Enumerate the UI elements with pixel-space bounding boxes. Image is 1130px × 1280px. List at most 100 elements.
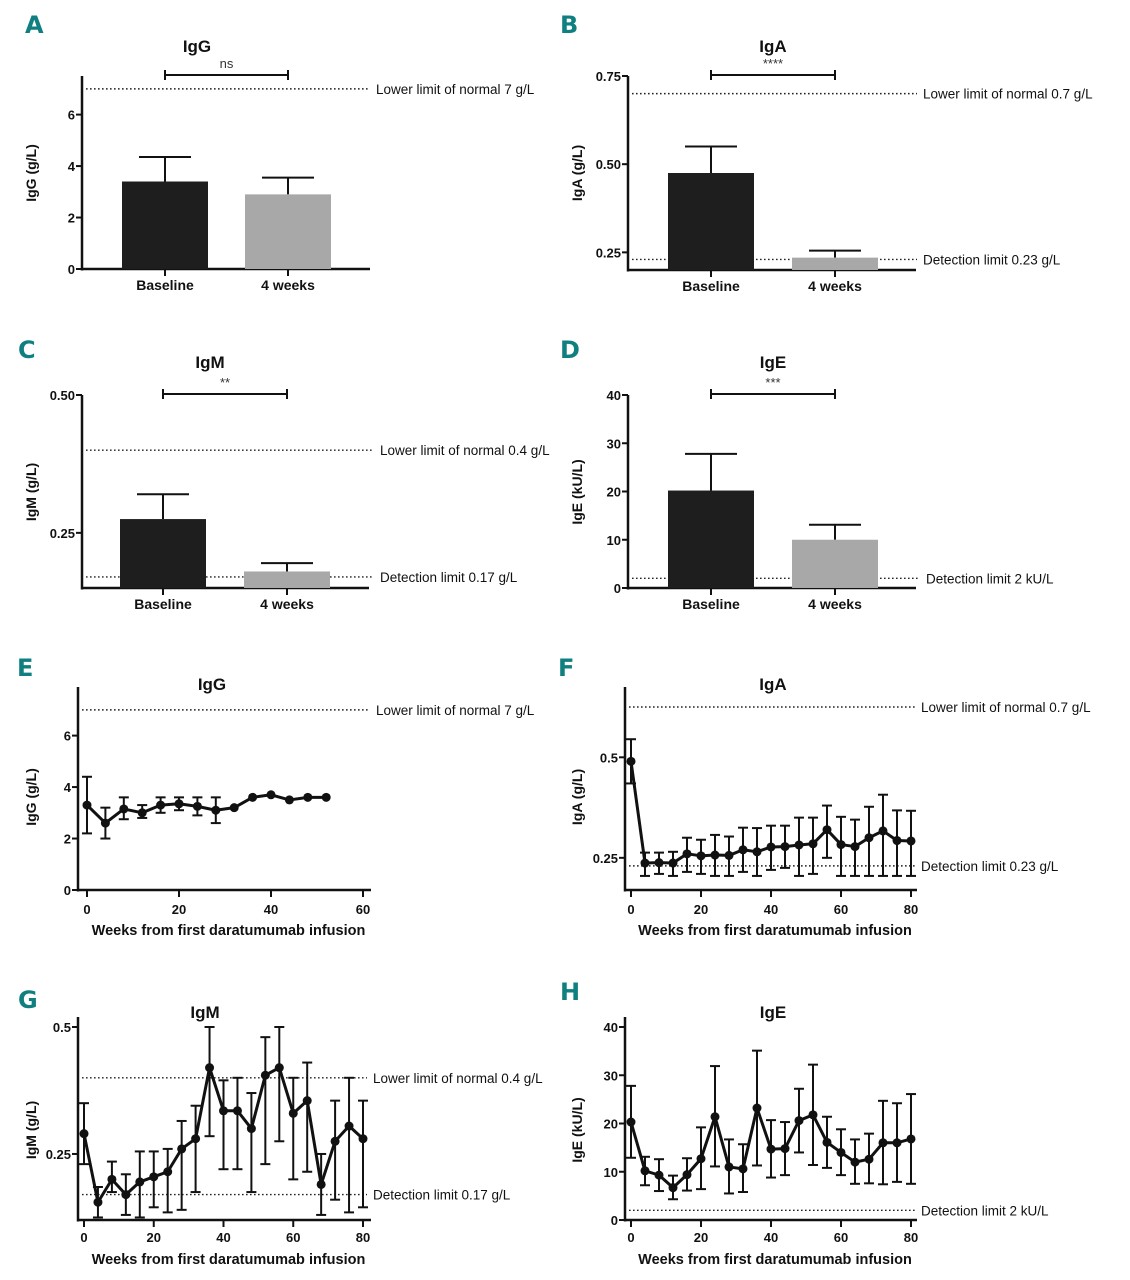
data-point [626,756,636,766]
data-point [156,800,166,810]
data-point [864,1154,874,1164]
data-point [766,1144,776,1154]
reference-line-label: Detection limit 0.17 g/L [380,570,518,585]
reference-line-label: Detection limit 2 kU/L [921,1203,1049,1218]
significance-label: **** [763,56,783,71]
data-point [330,1136,340,1146]
data-point [302,1096,312,1106]
y-axis-label: IgM (g/L) [23,1101,39,1159]
category-label: Baseline [136,277,194,293]
y-tick-label: 30 [607,436,621,451]
data-point [149,1172,159,1182]
data-point [260,1070,270,1080]
significance-label: ** [220,375,230,390]
data-point [668,858,678,868]
panel-a: A IgG Lower limit of normal 7 g/L 0 2 4 6 IgG (… [23,11,535,293]
panel-d: D IgE Detection limit 2 kU/L 0 10 20 30 40 IgE (… [560,336,1054,612]
bar-4-weeks [792,257,878,270]
y-tick-label: 40 [604,1020,618,1035]
panel-letter: H [560,978,580,1006]
data-point [738,845,748,855]
x-tick-label: 80 [904,902,918,917]
panel-letter: G [18,986,38,1014]
y-tick-label: 0.75 [596,69,621,84]
x-tick-label: 60 [286,1230,300,1245]
y-tick-label: 0.50 [50,388,75,403]
x-axis-label: Weeks from first daratumumab infusion [92,923,366,939]
data-point [710,850,720,860]
chart-title: IgE [760,353,786,372]
panel-b: B IgA Lower limit of normal 0.7 g/L Detecti… [560,11,1093,294]
category-label: 4 weeks [808,278,862,294]
data-point [668,1183,678,1193]
reference-line-label: Detection limit 2 kU/L [926,571,1054,586]
y-axis-label: IgG (g/L) [23,768,39,826]
category-label: Baseline [682,278,740,294]
data-point [864,833,874,843]
y-tick-label: 0 [68,262,75,277]
x-axis-label: Weeks from first daratumumab infusion [638,1252,912,1268]
data-point [654,858,664,868]
y-tick-label: 20 [607,485,621,500]
data-point [892,836,902,846]
chart-title: IgM [190,1003,219,1022]
data-point [211,805,221,815]
y-tick-label: 20 [604,1117,618,1132]
y-tick-label: 0.50 [596,157,621,172]
data-point [696,1154,706,1164]
significance-label: *** [765,375,780,390]
data-point [878,1138,888,1148]
data-point [878,826,888,836]
y-tick-label: 4 [68,159,76,174]
data-point [808,839,818,849]
x-tick-label: 40 [264,902,278,917]
data-point [836,1147,846,1157]
data-point [906,1134,916,1144]
data-point [794,1116,804,1126]
y-axis-label: IgA (g/L) [569,769,585,825]
x-tick-label: 60 [834,902,848,917]
reference-line-label: Lower limit of normal 7 g/L [376,82,535,97]
y-tick-label: 4 [64,780,72,795]
x-tick-label: 60 [834,1230,848,1245]
panel-c: C IgM Lower limit of normal 0.4 g/L Detecti… [18,336,550,612]
data-point [93,1197,103,1207]
data-point [710,1112,720,1122]
data-point [303,792,313,802]
data-point [284,795,294,805]
x-tick-label: 0 [627,902,634,917]
bar-baseline [668,173,754,270]
reference-line-label: Detection limit 0.23 g/L [923,252,1061,267]
chart-title: IgA [759,37,786,56]
data-point [780,842,790,852]
y-tick-label: 2 [64,832,71,847]
y-tick-label: 0 [614,581,621,596]
y-tick-label: 0.25 [46,1147,71,1162]
data-point [626,1117,636,1127]
y-tick-label: 2 [68,211,75,226]
y-tick-label: 0.5 [53,1020,71,1035]
panel-letter: D [560,336,580,364]
x-tick-label: 40 [764,902,778,917]
y-axis-label: IgE (kU/L) [569,459,585,524]
data-point [288,1108,298,1118]
data-point [135,1177,145,1187]
data-point [836,840,846,850]
data-point [163,1167,173,1177]
data-point [107,1174,117,1184]
x-tick-label: 0 [83,902,90,917]
data-point [82,800,92,810]
x-tick-label: 40 [216,1230,230,1245]
data-point [892,1138,902,1148]
panel-e: E IgG Lower limit of normal 7 g/L 0 2 4 6 IgG (… [17,654,535,939]
reference-line-label: Detection limit 0.17 g/L [373,1188,511,1203]
data-point [316,1179,326,1189]
category-label: Baseline [134,596,192,612]
data-point [850,1157,860,1167]
data-point [79,1129,89,1139]
x-tick-label: 0 [627,1230,634,1245]
x-tick-label: 80 [904,1230,918,1245]
reference-line-label: Lower limit of normal 0.7 g/L [923,87,1093,102]
data-point [654,1170,664,1180]
data-point [248,792,258,802]
